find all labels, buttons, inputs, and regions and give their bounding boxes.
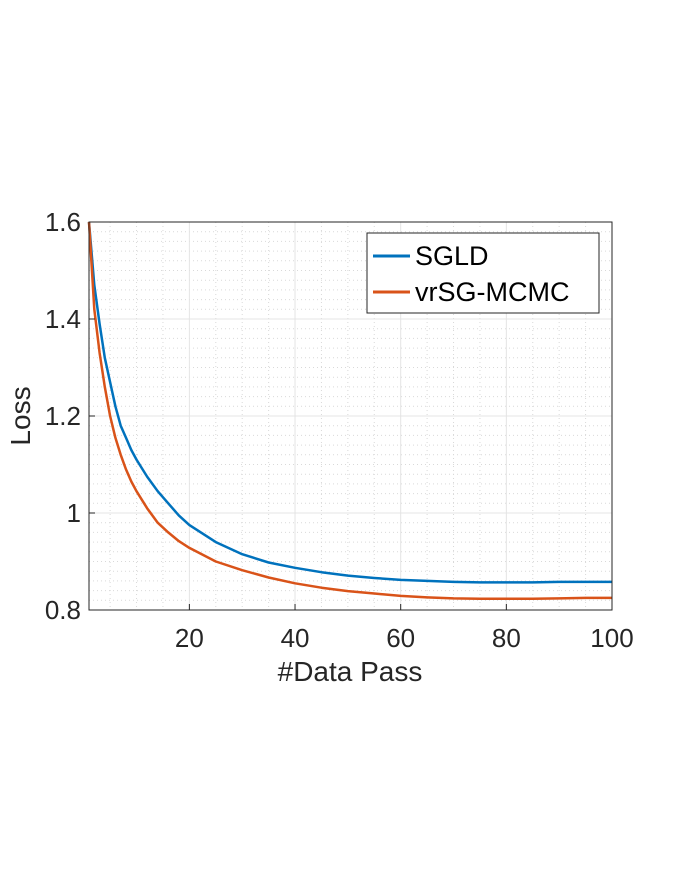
- y-tick-label: 1.6: [45, 207, 81, 237]
- legend: SGLD vrSG-MCMC: [366, 232, 600, 314]
- y-tick-label: 1.2: [45, 401, 81, 431]
- x-tick-label: 60: [386, 623, 415, 653]
- x-tick-label: 80: [492, 623, 521, 653]
- x-tick-label: 20: [175, 623, 204, 653]
- x-axis-ticks: 20 40 60 80 100: [175, 604, 634, 653]
- y-tick-label: 1.4: [45, 304, 81, 334]
- legend-label-vrsg-mcmc: vrSG-MCMC: [415, 277, 569, 307]
- series-line-sgld: [87, 221, 612, 584]
- x-tick-label: 40: [281, 623, 310, 653]
- legend-label-sgld: SGLD: [415, 241, 489, 271]
- series-line-vrsg-mcmc: [87, 221, 612, 601]
- y-tick-label: 1: [67, 498, 81, 528]
- x-tick-label: 100: [590, 623, 633, 653]
- y-axis-ticks: 0.8 1 1.2 1.4 1.6: [45, 207, 95, 625]
- series-layer: [87, 221, 612, 601]
- y-axis-title: Loss: [5, 386, 36, 445]
- x-axis-title: #Data Pass: [278, 656, 423, 687]
- y-tick-label: 0.8: [45, 595, 81, 625]
- legend-box: [366, 232, 600, 314]
